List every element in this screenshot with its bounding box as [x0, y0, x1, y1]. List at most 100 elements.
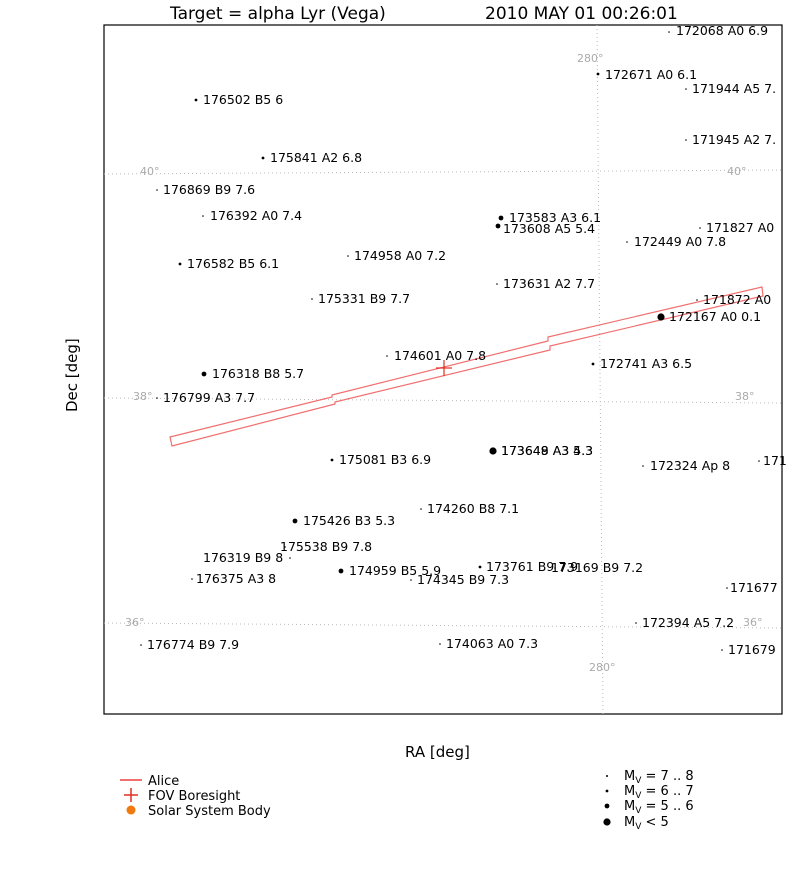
star-label: 176375 A3 8 [196, 571, 276, 586]
star-label: 171679 [728, 642, 776, 657]
star-marker [498, 215, 504, 221]
star-marker [420, 508, 422, 510]
legend-magnitude-marker [606, 775, 608, 777]
star-label: 173649 A3 5.3 [501, 443, 593, 458]
star-label: 175081 B3 6.9 [339, 452, 431, 467]
dec-grid-label: 38° [735, 390, 755, 403]
star-marker [284, 546, 286, 548]
star-label: 174958 A0 7.2 [354, 248, 446, 263]
star-label: 171872 A0 [703, 292, 771, 307]
legend-magnitude-marker [603, 818, 611, 826]
star-label: 173608 A5 5.4 [503, 221, 595, 236]
star-marker [554, 567, 556, 569]
y-axis-label: Dec [deg] [63, 338, 81, 412]
star-label: 176582 B5 6.1 [187, 256, 279, 271]
star-marker [202, 215, 204, 217]
star-label: 172449 A0 7.8 [634, 234, 726, 249]
star-marker [478, 565, 482, 569]
star-marker [626, 241, 628, 243]
legend-magnitude-label: MV < 5 [624, 815, 669, 832]
star-marker [642, 465, 644, 467]
star-label: 175538 B9 7.8 [280, 539, 372, 554]
star-marker [726, 587, 728, 589]
star-marker [635, 622, 637, 624]
star-label: 171 [763, 453, 787, 468]
star-label: 176869 B9 7.6 [163, 182, 255, 197]
star-marker [596, 72, 600, 76]
star-marker [140, 644, 142, 646]
star-marker [685, 88, 687, 90]
star-label: 176319 B9 8 [203, 550, 283, 565]
star-label: 171945 A2 7. [692, 132, 776, 147]
star-marker [699, 227, 701, 229]
dec-grid-label: 36° [125, 616, 145, 629]
dec-grid-label: 38° [133, 390, 153, 403]
legend-magnitude-marker [605, 789, 609, 793]
star-label: 172324 Ap 8 [650, 458, 730, 473]
legend-left: Alice FOV Boresight Solar System Body [120, 774, 271, 819]
dec-grid-label: 36° [743, 616, 763, 629]
fov-boresight-marker [436, 360, 452, 376]
ra-grid-label: 280° [589, 661, 616, 674]
legend-magnitude-marker [604, 803, 610, 809]
dec-grid-label: 40° [140, 165, 160, 178]
star-label: 176799 A3 7.7 [163, 390, 255, 405]
ra-grid-line [596, 24, 604, 715]
star-marker [495, 223, 501, 229]
star-marker [758, 460, 760, 462]
star-label: 176502 B5 6 [203, 92, 283, 107]
star-marker [292, 518, 298, 524]
coordinate-grid: 40° 40° 38° 38° 36° 36° 280° 280° [103, 24, 783, 715]
star-label: 174959 B5 5.9 [349, 563, 441, 578]
star-marker [191, 578, 193, 580]
star-label: 171677 [730, 580, 778, 595]
star-label: 173631 A2 7.7 [503, 276, 595, 291]
star-label: 172394 A5 7.2 [642, 615, 734, 630]
legend-magnitude-label: MV = 6 .. 7 [624, 784, 694, 801]
star-marker [178, 262, 182, 266]
star-marker [696, 299, 698, 301]
star-label: 172741 A3 6.5 [600, 356, 692, 371]
star-marker [347, 255, 349, 257]
ra-grid-label: 280° [577, 52, 604, 65]
star-marker [439, 643, 441, 645]
star-marker [156, 189, 158, 191]
chart-title-target: Target = alpha Lyr (Vega) [169, 4, 386, 24]
star-marker [657, 313, 665, 321]
star-label: 172167 A0 0.1 [669, 309, 761, 324]
star-marker [330, 458, 334, 462]
x-axis-label: RA [deg] [405, 743, 470, 761]
star-label: 176392 A0 7.4 [210, 208, 302, 223]
star-marker [201, 371, 207, 377]
star-label: 173583 A3 6.1 [509, 210, 601, 225]
star-marker [156, 397, 158, 399]
star-marker [311, 298, 313, 300]
star-marker [685, 139, 687, 141]
star-label: 172068 A0 6.9 [676, 23, 768, 38]
star-marker [261, 156, 265, 160]
star-label: 176318 B8 5.7 [212, 366, 304, 381]
star-label: 176774 B9 7.9 [147, 637, 239, 652]
alice-aperture-outline [169, 286, 764, 447]
star-marker [386, 355, 388, 357]
legend-solar-system-body-label: Solar System Body [148, 804, 271, 819]
legend-boresight-label: FOV Boresight [148, 789, 240, 804]
star-marker [721, 649, 723, 651]
star-label: 173648 A3 4.3 [501, 443, 593, 458]
legend-magnitude-label: MV = 5 .. 6 [624, 799, 694, 816]
dec-grid-line [103, 169, 783, 175]
star-marker [492, 450, 494, 452]
star-marker [338, 568, 344, 574]
star-marker [289, 557, 291, 559]
legend-alice-label: Alice [148, 774, 179, 789]
star-marker [496, 283, 498, 285]
star-label: 173761 B9 7.9 [486, 559, 578, 574]
star-label: 174601 A0 7.8 [394, 348, 486, 363]
star-label: 173169 B9 7.2 [551, 560, 643, 575]
dec-grid-label: 40° [727, 165, 747, 178]
star-marker [410, 579, 412, 581]
star-marker [668, 31, 670, 33]
star-label: 172671 A0 6.1 [605, 67, 697, 82]
